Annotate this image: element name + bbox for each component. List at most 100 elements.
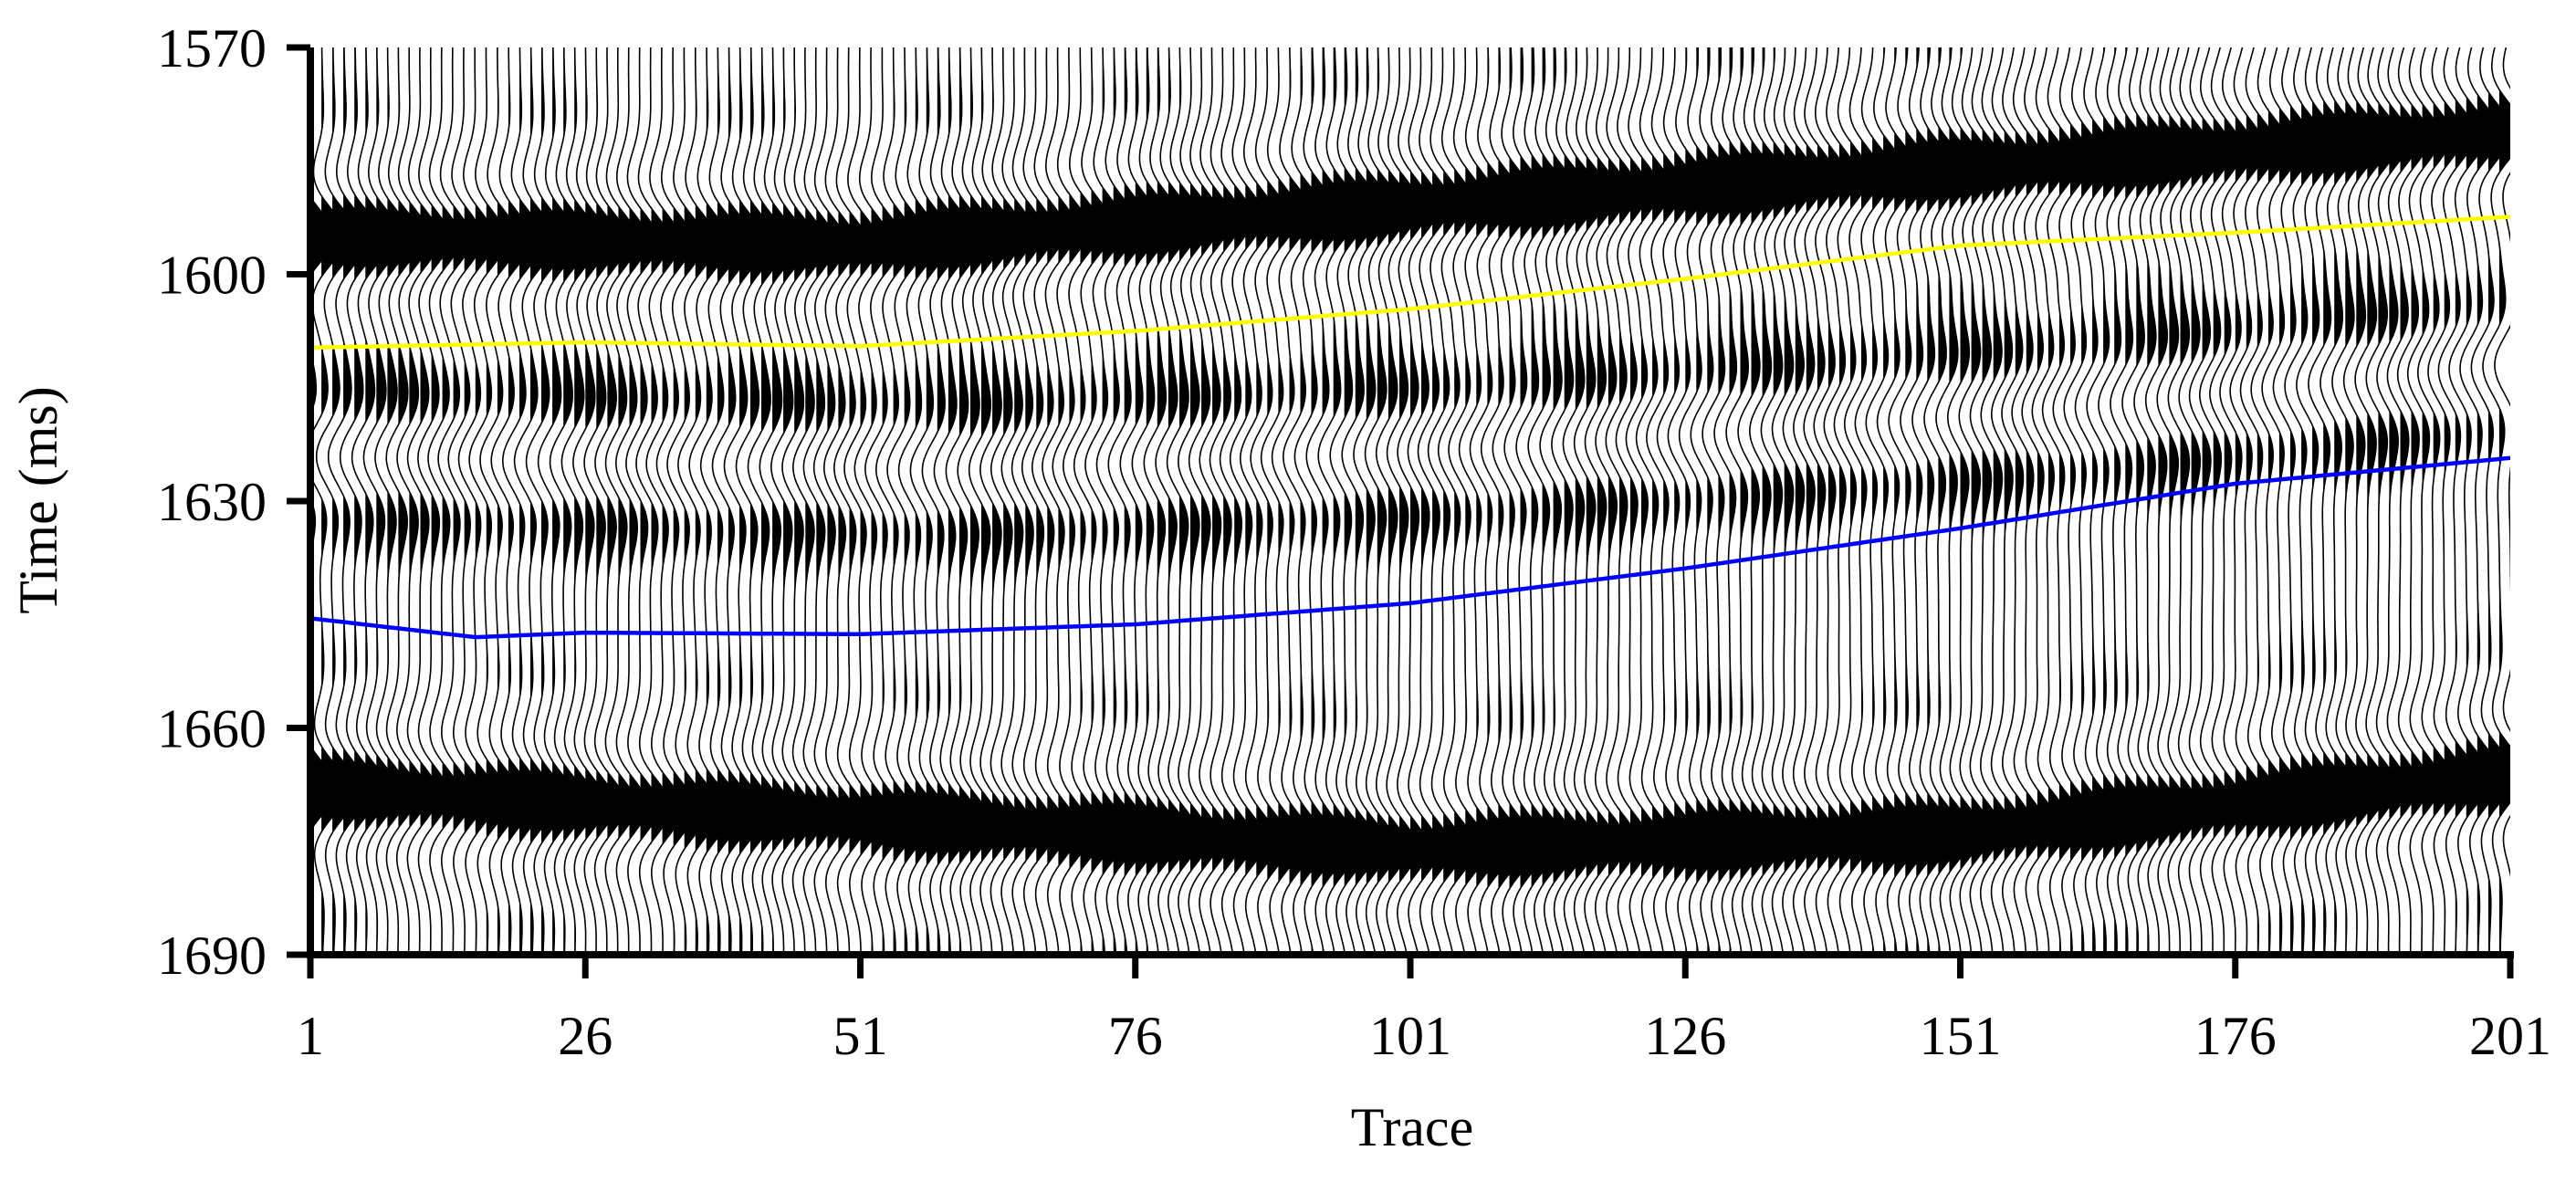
trace-fill: [618, 47, 637, 955]
trace-fill: [827, 47, 845, 955]
horizon-line-1: [310, 214, 2510, 350]
trace-fill: [673, 47, 695, 955]
trace-fill: [805, 47, 825, 955]
trace-wiggle: [2427, 47, 2466, 955]
trace-fill: [2037, 47, 2057, 955]
trace-fill: [1982, 47, 2003, 955]
trace-fill: [1003, 47, 1023, 955]
trace-wiggle: [1792, 47, 1826, 955]
y-axis-label: Time (ms): [8, 386, 68, 614]
trace-fill: [2267, 47, 2291, 955]
trace-wiggle: [1865, 47, 1908, 955]
trace-wiggle: [2416, 47, 2454, 955]
trace-fill: [1234, 47, 1252, 955]
y-tick-label: 1660: [157, 699, 267, 759]
trace-fill: [2147, 47, 2172, 955]
trace-fill: [2213, 47, 2231, 955]
trace-fill: [1993, 47, 2013, 955]
wiggle-traces: [310, 47, 2510, 955]
horizon-line-2: [310, 455, 2510, 640]
trace-fill: [453, 47, 472, 955]
trace-fill: [871, 47, 893, 955]
x-tick-label: 76: [1108, 1006, 1163, 1066]
trace-fill: [761, 47, 786, 955]
x-axis-label: Trace: [1351, 1097, 1473, 1157]
trace-fill: [1267, 47, 1289, 955]
trace-fill: [1740, 47, 1765, 955]
trace-wiggle: [1084, 47, 1128, 955]
trace-wiggle: [1021, 47, 1055, 955]
trace-fill: [2092, 47, 2117, 955]
trace-wiggle: [1958, 47, 1995, 955]
trace-fill: [1190, 47, 1211, 955]
trace-wiggle: [1900, 47, 1942, 955]
x-tick-label: 26: [558, 1006, 613, 1066]
trace-fill: [1685, 47, 1710, 955]
trace-fill: [1586, 47, 1607, 955]
trace-wiggle: [2406, 47, 2442, 955]
trace-wiggle: [1844, 47, 1884, 955]
trace-fill: [2047, 47, 2068, 955]
trace-wiggle: [1073, 47, 1115, 955]
y-tick-label: 1630: [157, 472, 267, 532]
trace-fill: [860, 47, 881, 955]
trace-fill: [1542, 47, 1567, 955]
trace-fill: [2058, 47, 2081, 955]
trace-wiggle: [1199, 47, 1231, 955]
trace-wiggle: [1833, 47, 1871, 955]
trace-fill: [1256, 47, 1277, 955]
trace-fill: [1817, 47, 1835, 955]
trace-fill: [2015, 47, 2033, 955]
trace-wiggle: [2482, 47, 2510, 955]
trace-wiggle: [1969, 47, 2004, 955]
trace-fill: [1949, 47, 1974, 955]
trace-fill: [1663, 47, 1685, 955]
trace-fill: [2191, 47, 2211, 955]
trace-wiggle: [1946, 47, 1984, 955]
trace-fill: [1410, 47, 1429, 955]
trace-fill: [1047, 47, 1066, 955]
trace-fill: [1696, 47, 1721, 955]
trace-wiggle: [1911, 47, 1953, 955]
trace-fill: [1838, 47, 1859, 955]
trace-fill: [1421, 47, 1440, 955]
trace-fill: [1960, 47, 1984, 955]
trace-fill: [2235, 47, 2255, 955]
trace-wiggle: [1923, 47, 1964, 955]
trace-fill: [2070, 47, 2093, 955]
x-tick-label: 51: [833, 1006, 888, 1066]
trace-fill: [1795, 47, 1815, 955]
trace-fill: [1729, 47, 1754, 955]
trace-wiggle: [1990, 47, 2024, 955]
trace-fill: [1619, 47, 1638, 955]
trace-wiggle: [1888, 47, 1932, 955]
trace-wiggle: [2470, 47, 2510, 955]
trace-fill: [1827, 47, 1847, 955]
trace-fill: [2004, 47, 2023, 955]
trace-fill: [1014, 47, 1033, 955]
trace-fill: [1850, 47, 1870, 955]
trace-fill: [1520, 47, 1545, 955]
trace-fill: [1465, 47, 1487, 955]
trace-fill: [607, 47, 627, 955]
trace-fill: [629, 47, 647, 955]
trace-fill: [2444, 47, 2465, 955]
trace-fill: [2455, 47, 2477, 955]
trace-fill: [750, 47, 775, 955]
trace-wiggle: [1095, 47, 1139, 955]
trace-fill: [1927, 47, 1953, 955]
trace-wiggle: [1000, 47, 1034, 955]
x-tick-label: 176: [2194, 1006, 2277, 1066]
trace-fill: [662, 47, 683, 955]
trace-fill: [838, 47, 856, 955]
trace-fill: [1553, 47, 1577, 955]
trace-wiggle: [1979, 47, 2014, 955]
trace-wiggle: [1803, 47, 1836, 955]
horizon-lines: [310, 214, 2510, 640]
trace-wiggle: [1813, 47, 1848, 955]
trace-fill: [640, 47, 658, 955]
trace-fill: [1630, 47, 1649, 955]
trace-fill: [772, 47, 796, 955]
trace-fill: [2114, 47, 2139, 955]
trace-fill: [2498, 47, 2510, 955]
